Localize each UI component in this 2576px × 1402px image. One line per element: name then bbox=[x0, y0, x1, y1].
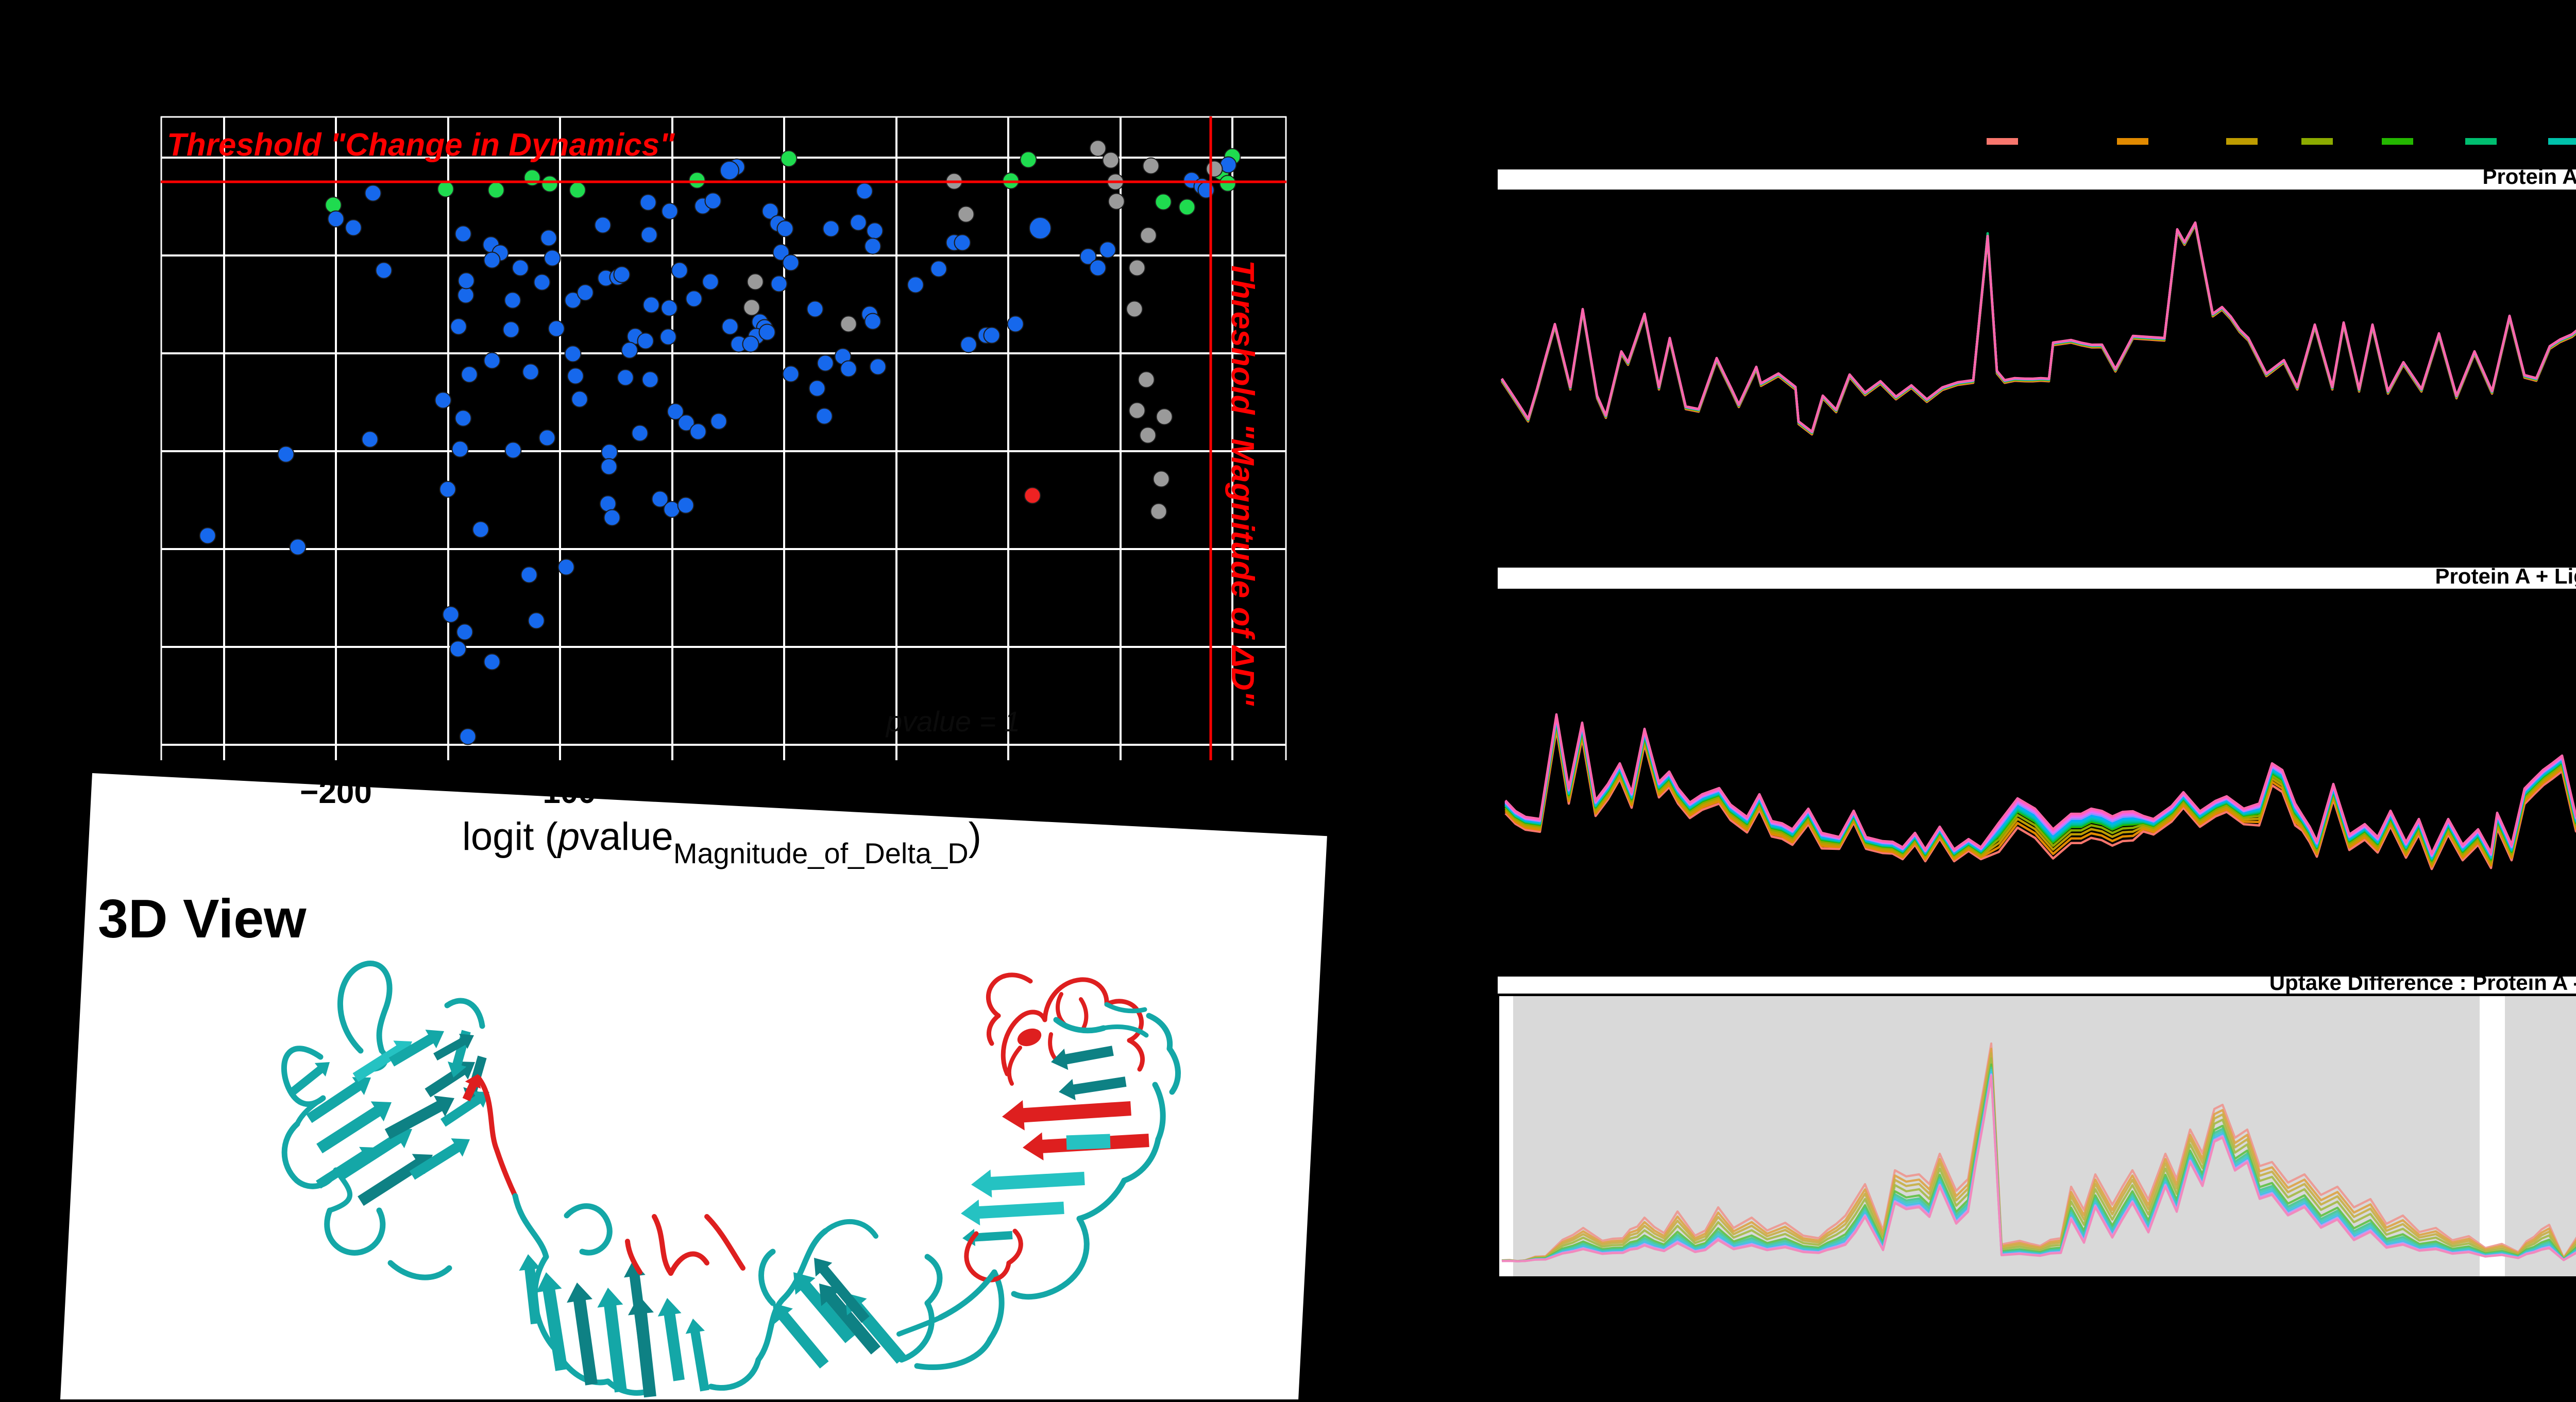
svg-text:Uptake Difference : Protein A: Uptake Difference : Protein A - (Protein… bbox=[2269, 970, 2576, 995]
svg-text:−100: −100 bbox=[524, 775, 596, 810]
svg-text:Protein A + Ligand: Protein A + Ligand bbox=[2435, 564, 2576, 588]
svg-text:Protein A: Protein A bbox=[2482, 164, 2576, 189]
svg-text:pvalue = 1: pvalue = 1 bbox=[885, 705, 1020, 738]
svg-text:−200: −200 bbox=[300, 775, 372, 810]
svg-text:Threshold "Magnitude of ΔD": Threshold "Magnitude of ΔD" bbox=[1225, 260, 1260, 707]
svg-text:Threshold "Change in Dynamics": Threshold "Change in Dynamics" bbox=[167, 127, 675, 163]
svg-text:3D View: 3D View bbox=[98, 888, 307, 949]
